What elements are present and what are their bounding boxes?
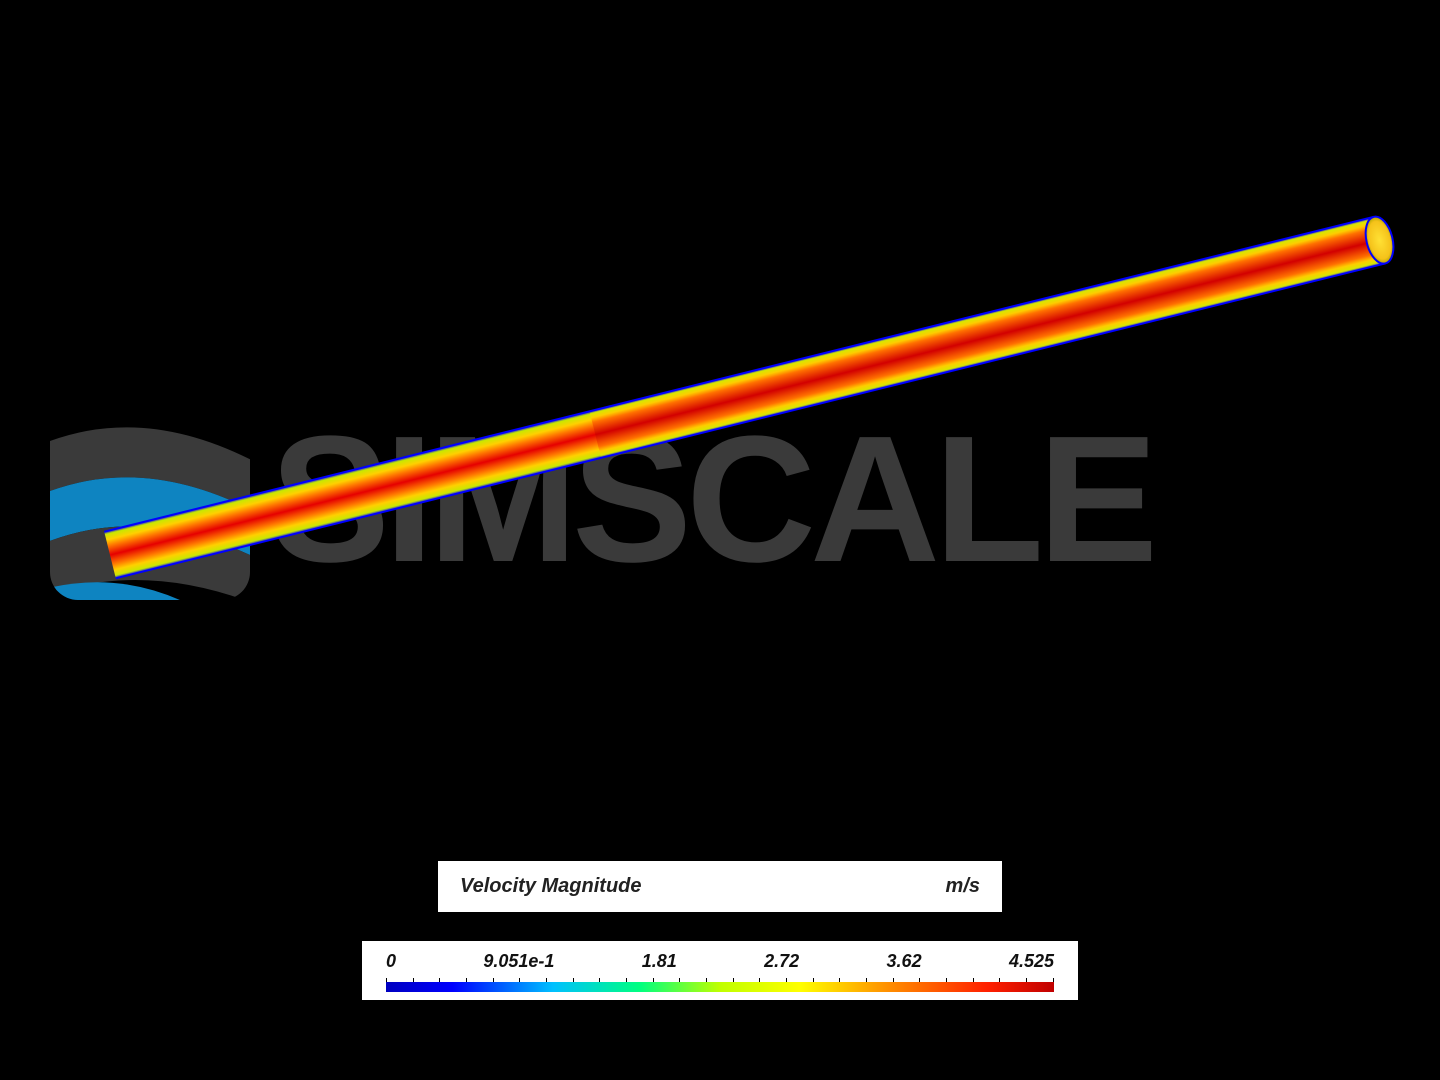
legend-tick: 9.051e-1 xyxy=(483,951,554,972)
legend-scale-panel: 0 9.051e-1 1.81 2.72 3.62 4.525 xyxy=(361,940,1079,1001)
legend-tick-labels: 0 9.051e-1 1.81 2.72 3.62 4.525 xyxy=(380,951,1060,972)
legend-title-panel: Velocity Magnitude m/s xyxy=(437,860,1003,913)
legend-tick: 2.72 xyxy=(764,951,799,972)
legend-tick: 3.62 xyxy=(887,951,922,972)
legend-tick: 0 xyxy=(386,951,396,972)
legend-tick: 4.525 xyxy=(1009,951,1054,972)
legend-unit: m/s xyxy=(946,875,980,898)
velocity-field-render xyxy=(0,0,1440,1080)
legend-tick: 1.81 xyxy=(642,951,677,972)
legend-colorbar xyxy=(386,982,1054,992)
legend-field-name: Velocity Magnitude xyxy=(460,875,642,898)
simulation-viewport[interactable]: SIMSCALE xyxy=(0,0,1440,1080)
